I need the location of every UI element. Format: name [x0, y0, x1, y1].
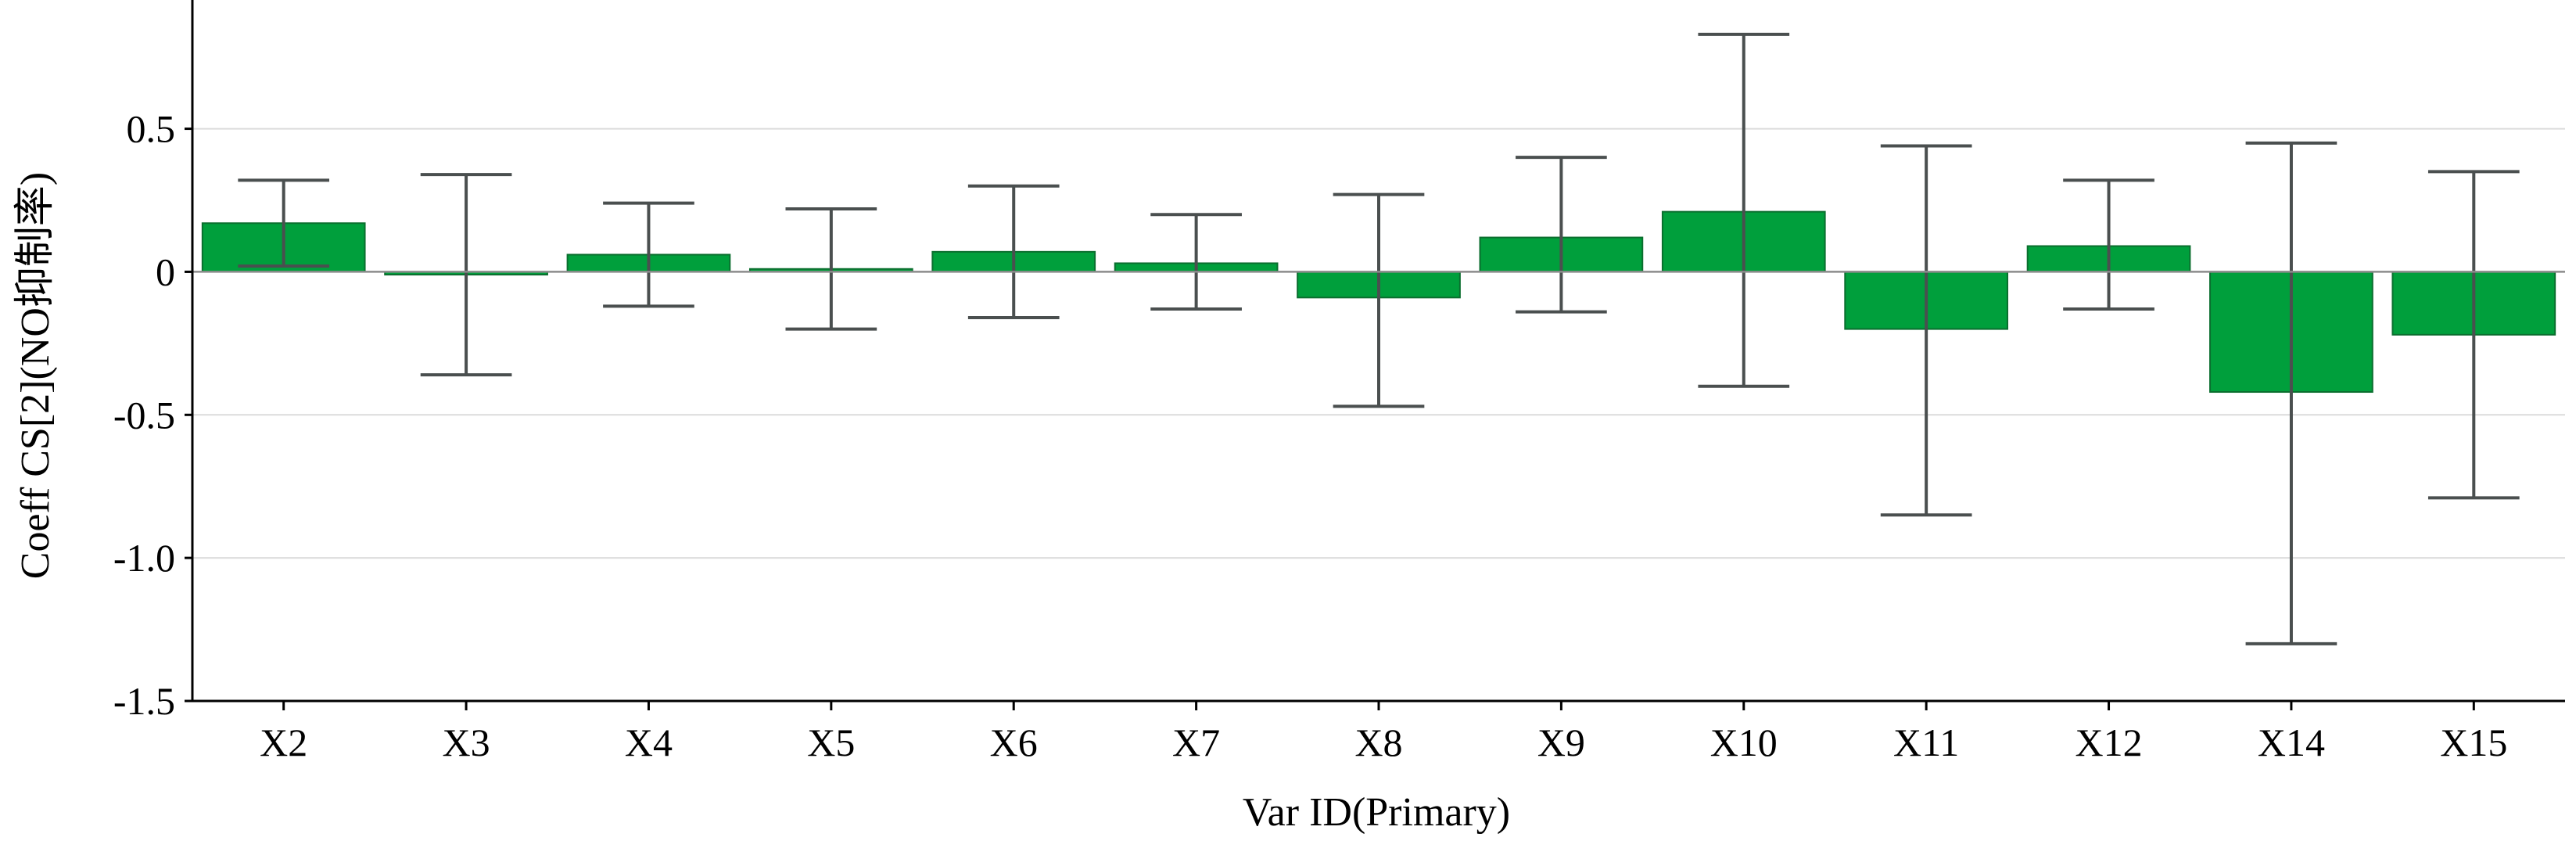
- y-axis-label: Coeff CS[2](NO抑制率): [13, 172, 58, 579]
- x-tick-label: X14: [2258, 721, 2325, 764]
- x-axis-label: Var ID(Primary): [1243, 790, 1510, 835]
- y-tick-labels: -1.5 -1.0 -0.5 0 0.5: [113, 107, 175, 723]
- x-tick-label: X15: [2440, 721, 2507, 764]
- x-tick-label: X12: [2075, 721, 2142, 764]
- x-tick-label: X8: [1354, 721, 1402, 764]
- x-tick-label: X5: [807, 721, 855, 764]
- x-tick-label: X6: [990, 721, 1038, 764]
- x-tick-labels: X2 X3 X4 X5 X6 X7 X8 X9 X10 X11 X12 X14 X15: [260, 721, 2507, 764]
- x-tick-label: X11: [1893, 721, 1959, 764]
- x-tick-label: X4: [625, 721, 673, 764]
- x-tick-label: X7: [1172, 721, 1220, 764]
- y-tick-label: -1.5: [113, 679, 175, 723]
- x-tick-label: X3: [443, 721, 490, 764]
- y-tick-label: 0.5: [127, 107, 176, 151]
- x-tick-label: X10: [1710, 721, 1778, 764]
- error-bars: [238, 32, 2520, 645]
- x-tick-label: X2: [260, 721, 307, 764]
- y-tick-label: -1.0: [113, 536, 175, 580]
- x-tick-label: X9: [1537, 721, 1585, 764]
- y-tick-label: 0: [156, 250, 175, 293]
- y-tick-label: -0.5: [113, 393, 175, 437]
- axes: [185, 0, 2565, 710]
